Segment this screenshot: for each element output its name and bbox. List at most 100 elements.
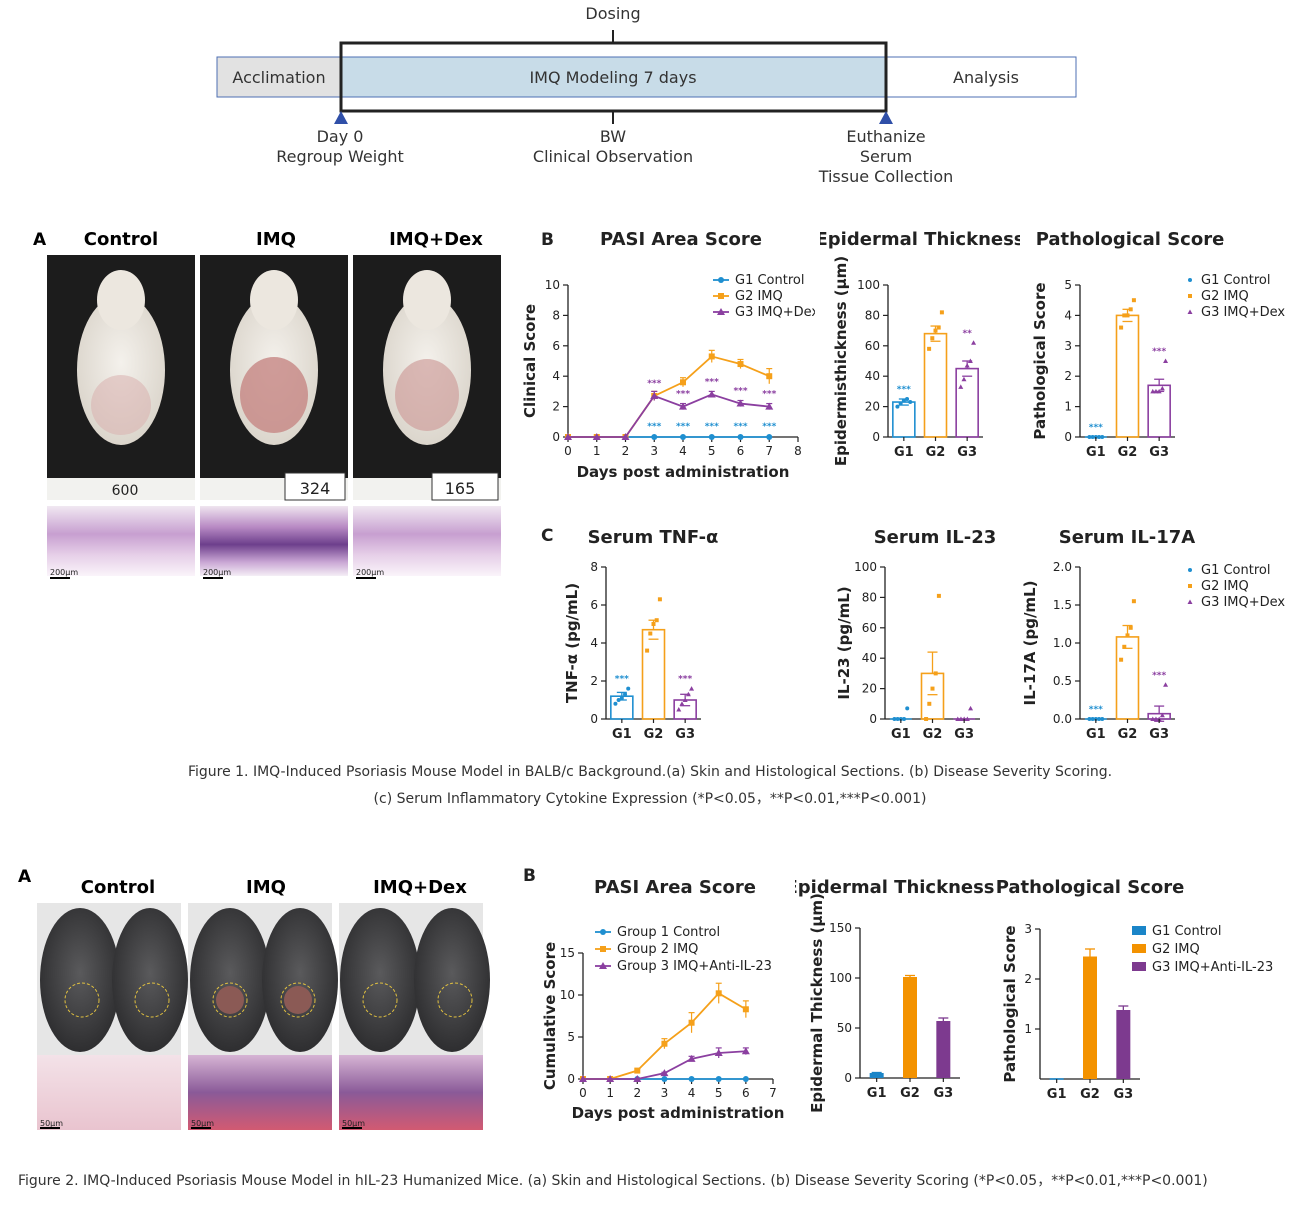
legend-label: G3 IMQ+Dex	[1201, 595, 1285, 610]
y-tick-label: 6	[552, 339, 560, 353]
data-point	[676, 707, 682, 712]
data-point	[1128, 625, 1133, 630]
data-point	[955, 716, 961, 721]
data-point	[964, 716, 970, 721]
fig1-a-imqdex-label: IMQ+Dex	[389, 229, 483, 250]
timeline-modeling-box	[340, 56, 887, 98]
y-tick-label: 0	[1064, 430, 1072, 444]
y-tick-label: 2	[590, 674, 598, 688]
x-tick-label: 0	[579, 1086, 587, 1100]
data-point	[967, 358, 973, 363]
legend-marker	[1187, 599, 1193, 604]
data-point	[708, 434, 715, 440]
fig2-histology-imq	[188, 1055, 332, 1130]
data-point	[689, 686, 695, 691]
x-tick-label: G3	[675, 727, 695, 742]
scale-label: 50μm	[40, 1119, 63, 1128]
data-point	[1156, 716, 1162, 721]
significance-mark: ***	[705, 377, 719, 387]
x-tick-label: G2	[1118, 727, 1138, 742]
fig1-photo-control: 600	[47, 255, 195, 500]
data-point	[616, 698, 621, 702]
data-point	[936, 325, 941, 330]
x-tick-label: 4	[679, 444, 687, 458]
data-point	[564, 433, 572, 440]
fig2-caption: Figure 2. IMQ-Induced Psoriasis Mouse Mo…	[18, 1173, 1208, 1189]
y-tick-label: 0	[552, 430, 560, 444]
photo-id-label: 324	[300, 479, 331, 498]
x-axis-label: Days post administration	[572, 1104, 785, 1122]
x-tick-label: G3	[957, 445, 977, 460]
chart-title: PASI Area Score	[594, 877, 756, 898]
data-point	[707, 390, 716, 398]
data-point	[939, 310, 944, 315]
fig2-histology-imqdex	[339, 1055, 483, 1130]
fig1-a-imq-label: IMQ	[256, 229, 296, 250]
bar	[1083, 956, 1097, 1079]
y-axis-label: Epidermisthickness (μm)	[832, 256, 850, 466]
data-point	[679, 402, 687, 410]
x-tick-label: 8	[794, 444, 802, 458]
significance-mark: ***	[762, 390, 776, 400]
series-line	[583, 992, 747, 1080]
x-tick-label: 4	[688, 1086, 696, 1100]
y-tick-label: 2	[552, 400, 560, 414]
data-point	[1090, 435, 1095, 439]
data-point	[1159, 385, 1165, 391]
data-point	[654, 618, 659, 623]
data-point	[715, 990, 722, 997]
y-tick-label: 2	[1064, 369, 1072, 383]
fig1-a-letter: A	[33, 230, 47, 250]
significance-mark: **	[962, 329, 972, 339]
data-point	[742, 1006, 749, 1013]
fig2-pathological-chart: Pathological Score 1 2 3 Pathological Score G…	[996, 877, 1274, 1102]
x-tick-label: G1	[1086, 445, 1106, 460]
data-point	[1150, 716, 1156, 721]
data-point	[1153, 388, 1159, 394]
y-axis-label: IL-17A (pg/mL)	[1021, 581, 1039, 706]
data-point	[1153, 716, 1159, 721]
x-tick-label: G1	[867, 1086, 887, 1101]
x-tick-label: G2	[1080, 1087, 1100, 1102]
y-axis-label: IL-23 (pg/mL)	[835, 586, 853, 699]
bar	[936, 1021, 951, 1078]
fig1-pasi-chart: PASI Area Score 0 2 4 6 8 10 Clinical Score 0 1 2 3…	[521, 229, 815, 481]
legend-label: G1 Control	[1201, 273, 1270, 288]
data-point	[1090, 717, 1095, 721]
legend-marker	[718, 293, 724, 299]
data-point	[741, 1047, 750, 1055]
data-point	[648, 631, 653, 636]
fig1-caption-line1: Figure 1. IMQ-Induced Psoriasis Mouse Mo…	[187, 764, 1113, 780]
chart-title: Epidermal Thickness	[820, 229, 1020, 250]
data-point	[579, 1075, 587, 1082]
bar	[869, 1073, 884, 1078]
chart-title: PASI Area Score	[600, 229, 762, 250]
significance-mark: ***	[733, 422, 747, 432]
y-tick-label: 10	[545, 278, 560, 292]
x-tick-label: G2	[1118, 445, 1138, 460]
y-tick-label: 50	[837, 1021, 852, 1035]
y-tick-label: 1	[1064, 400, 1072, 414]
timeline: Dosing Acclimation IMQ Modeling 7 days A…	[216, 4, 1077, 186]
y-tick-label: 60	[862, 621, 877, 635]
y-tick-label: 5	[567, 1030, 575, 1044]
chart-title: Serum IL-23	[874, 527, 997, 548]
data-point	[1156, 388, 1162, 394]
y-tick-label: 40	[865, 369, 880, 383]
data-point	[930, 686, 935, 691]
data-point	[1131, 599, 1136, 604]
significance-mark: ***	[1152, 347, 1166, 357]
legend-label: G3 IMQ+Dex	[1201, 305, 1285, 320]
data-point	[933, 328, 938, 333]
data-point	[961, 716, 967, 721]
significance-mark: ***	[897, 385, 911, 395]
modeling-label: IMQ Modeling 7 days	[529, 68, 696, 87]
data-point	[1128, 307, 1133, 312]
bar	[1116, 1010, 1131, 1079]
data-point	[715, 1076, 722, 1082]
significance-mark: ***	[615, 675, 629, 685]
legend-label: G2 IMQ	[1201, 579, 1249, 594]
data-point	[680, 379, 686, 386]
y-axis-label: Cumulative Score	[541, 942, 559, 1090]
y-tick-label: 0	[567, 1072, 575, 1086]
